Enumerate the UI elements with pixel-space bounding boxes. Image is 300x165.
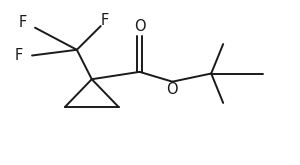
Text: F: F — [19, 15, 27, 30]
Text: F: F — [14, 49, 23, 64]
Text: F: F — [101, 13, 109, 28]
Text: O: O — [134, 18, 146, 33]
Text: O: O — [167, 82, 178, 97]
